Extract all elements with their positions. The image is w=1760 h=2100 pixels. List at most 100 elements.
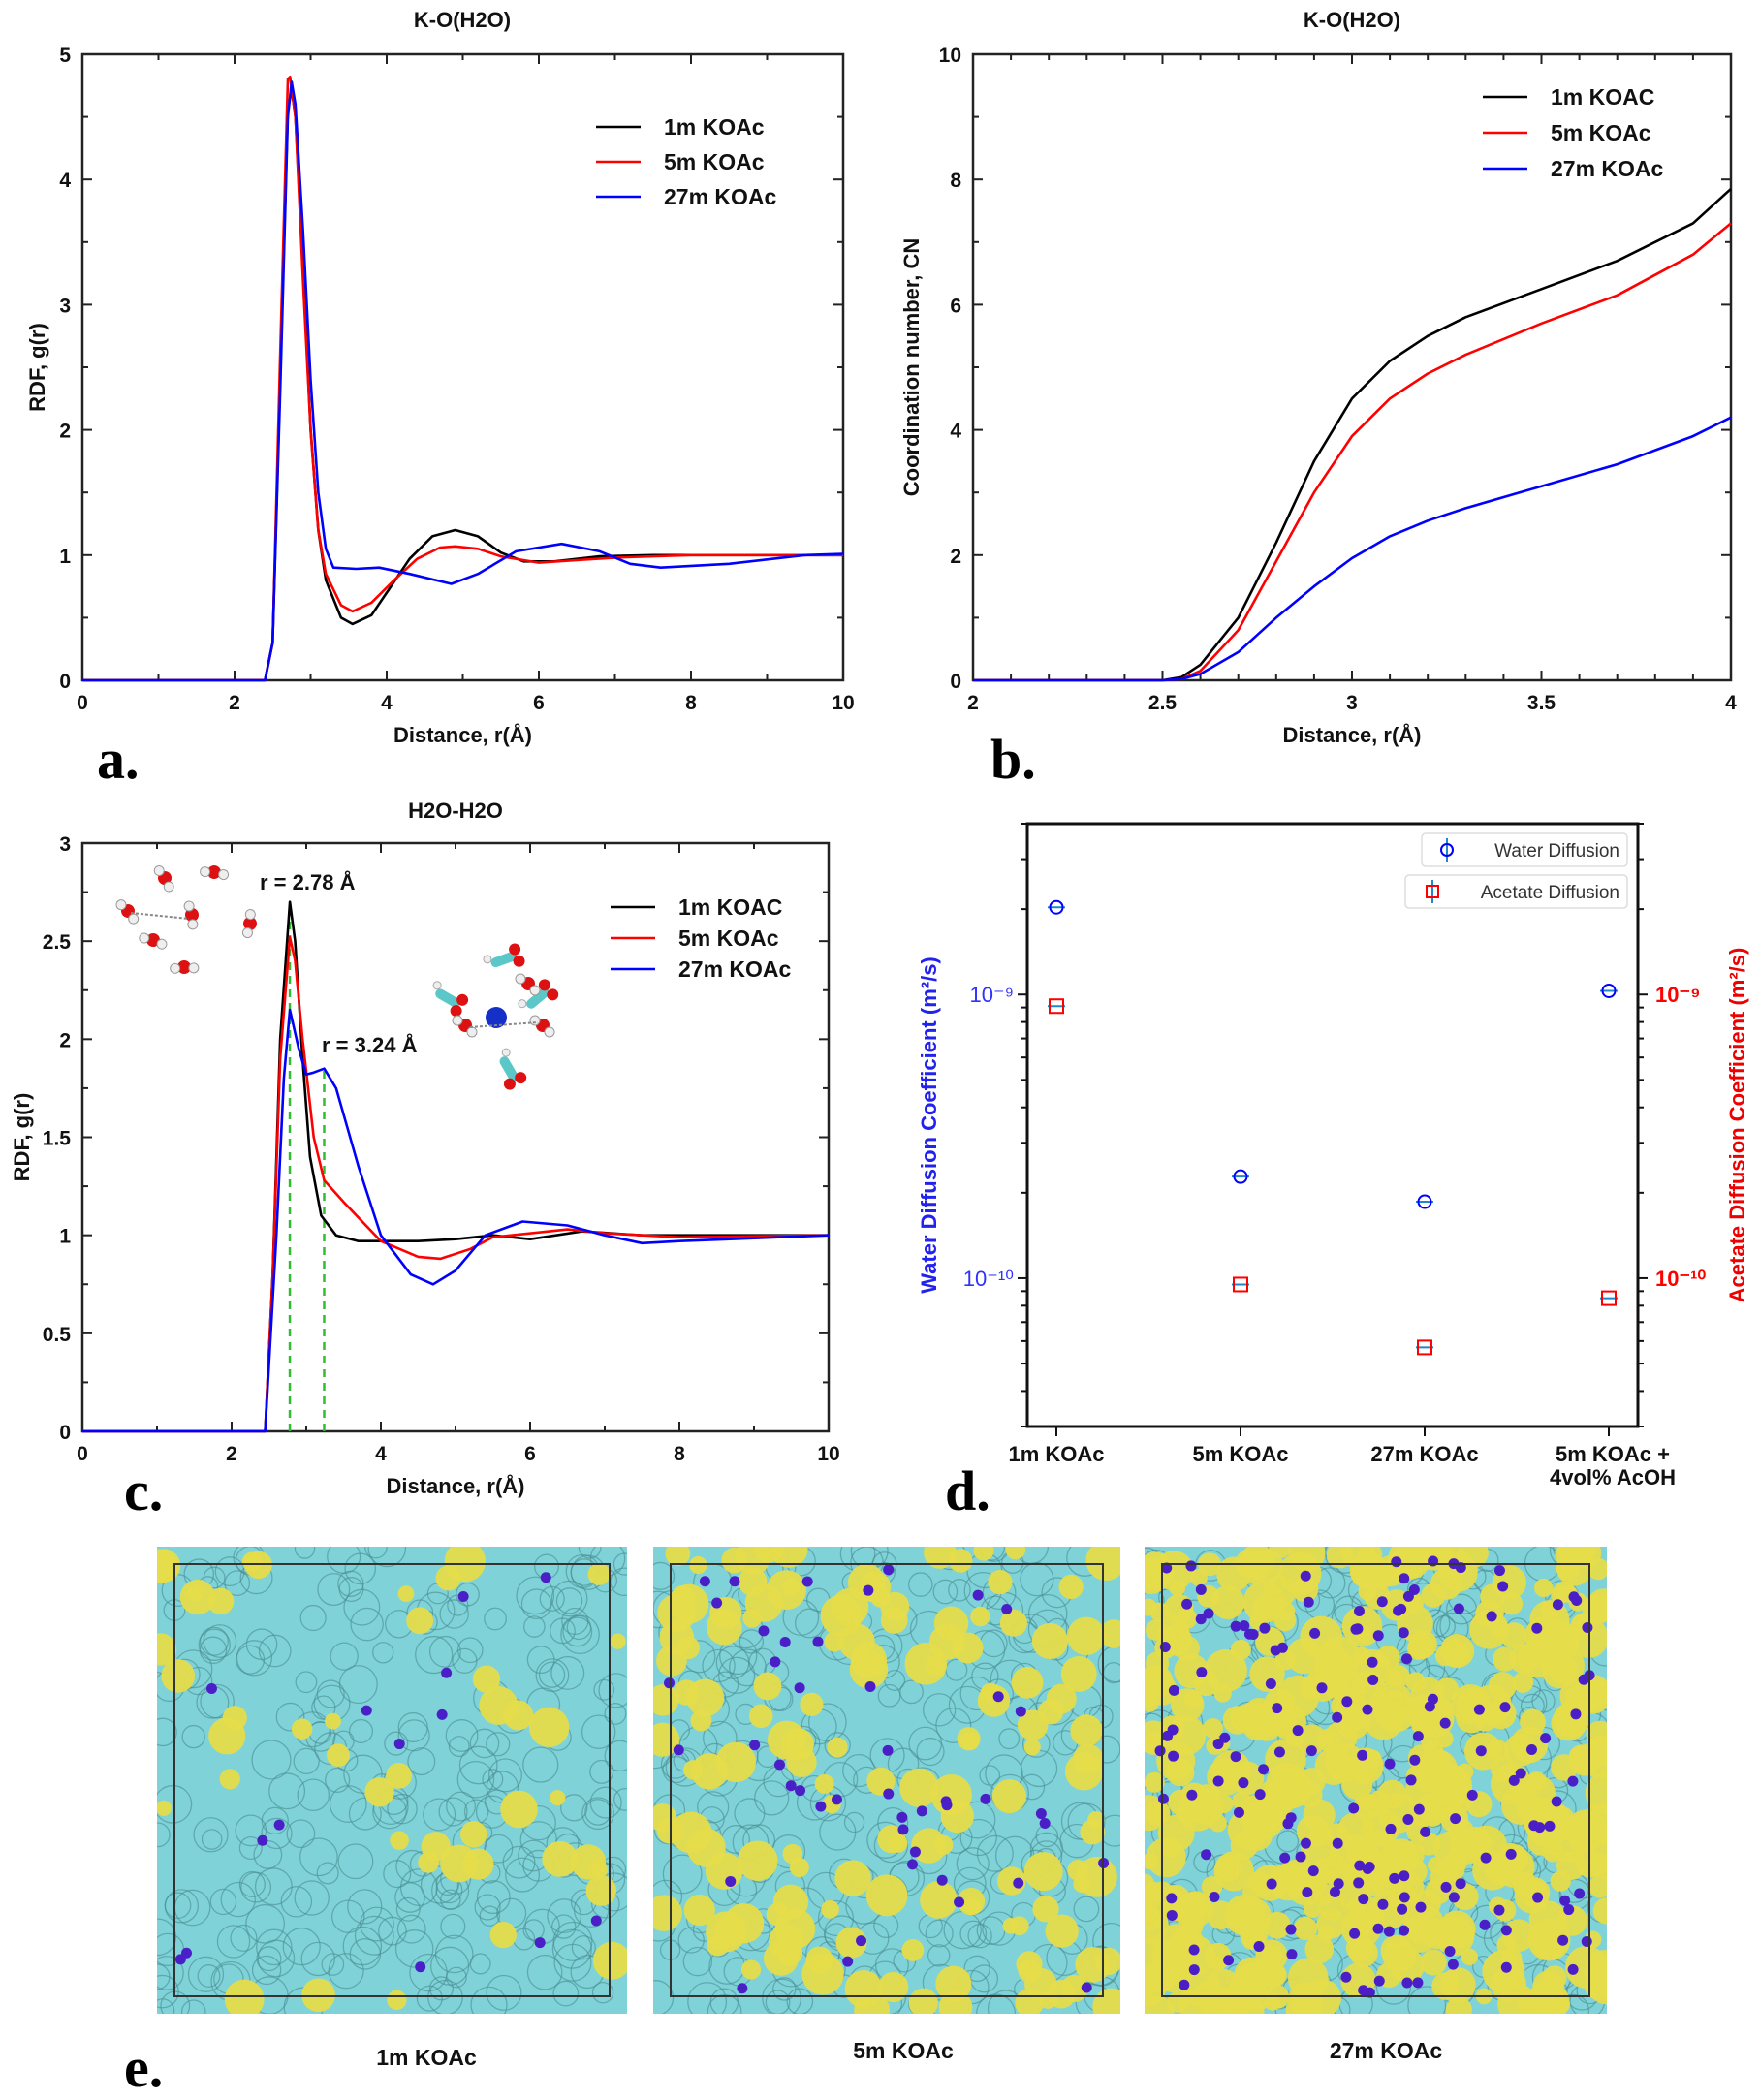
water-molecule-icon-6 (170, 960, 200, 974)
chart-c-y-tick-label: 1 (59, 1226, 71, 1248)
potassium-ion (972, 1589, 984, 1601)
water-texture (482, 1769, 504, 1791)
acetate-blob (691, 1753, 728, 1790)
acetate-blob (1145, 1995, 1175, 2014)
acetate-blob (1496, 1934, 1517, 1956)
potassium-ion (1493, 1565, 1505, 1577)
chart-a-axes-frame (80, 52, 845, 682)
potassium-ion (1500, 1925, 1512, 1936)
chart-b-title: K-O(H2O) (1303, 8, 1401, 32)
potassium-ion (1333, 1878, 1344, 1890)
potassium-ion (1309, 1627, 1321, 1639)
water-texture (593, 1678, 615, 1701)
water-texture (348, 1797, 382, 1831)
acetate-blob (744, 1583, 784, 1622)
water-texture (372, 1642, 394, 1664)
chart-b-series-27m-KOAc (973, 416, 1732, 682)
snapshot-1m (157, 1547, 627, 2014)
acetate-blob (781, 1578, 801, 1597)
acetate-blob (901, 1939, 925, 1961)
potassium-ion (1348, 1802, 1360, 1814)
potassium-ion (1413, 1803, 1425, 1815)
water-texture (286, 1819, 316, 1849)
potassium-ion (1397, 1903, 1408, 1915)
water-texture (1276, 1830, 1300, 1853)
potassium-ion (1367, 1656, 1378, 1668)
potassium-ion (1282, 1818, 1294, 1830)
potassium-ion (864, 1680, 876, 1692)
water-molecule-icon-3 (183, 900, 199, 930)
chart-b-x-axis-label: Distance, r(Å) (1282, 722, 1421, 747)
water-texture (180, 1999, 206, 2014)
water-molecule-icon-b2 (529, 1015, 555, 1038)
water-molecule-icon-5-oxygen (146, 933, 160, 947)
water-molecule-icon-3-hydrogen (187, 919, 199, 930)
potassium-ion (785, 1780, 797, 1792)
water-texture (316, 1862, 339, 1885)
water-texture (297, 1778, 330, 1812)
water-texture (275, 1702, 305, 1732)
water-texture (552, 1980, 580, 2007)
acetate-blob (1534, 1578, 1554, 1598)
acetate-blob (1180, 1915, 1204, 1937)
water-texture (329, 1785, 367, 1823)
acetate-blob (1377, 1779, 1407, 1809)
water-texture (560, 1794, 588, 1822)
chart-b-x-tick-label: 3 (1346, 692, 1358, 714)
acetate-blob (1588, 1875, 1607, 1898)
potassium-ion (1233, 1806, 1244, 1818)
chart-c-x-tick-label: 6 (524, 1443, 536, 1465)
potassium-ion (1181, 1598, 1193, 1610)
water-texture (922, 1693, 957, 1727)
potassium-ion (1384, 1758, 1396, 1770)
chart-c-legend-label: 27m KOAc (678, 956, 792, 982)
acetate-blob (1449, 1827, 1487, 1865)
water-texture (456, 1760, 495, 1799)
water-texture (908, 1572, 933, 1597)
water-texture (522, 1746, 559, 1783)
acetate-blob (683, 1895, 715, 1927)
water-texture (238, 1835, 263, 1860)
potassium-ion (1399, 1925, 1410, 1936)
water-molecule-icon-b1-hydrogen (466, 1026, 478, 1038)
water-texture (157, 1784, 193, 1824)
chart-a-x-tick-label: 10 (832, 692, 854, 714)
chart-d-right-tick-label: 10⁻¹⁰ (1655, 1267, 1706, 1291)
acetate-blob (1191, 1784, 1222, 1815)
chart-d-point-water (1049, 899, 1064, 915)
chart-b-x-tick-label: 2.5 (1148, 692, 1178, 714)
potassium-ion (1307, 1865, 1319, 1877)
water-molecule-icon-4-oxygen (243, 917, 257, 930)
acetate-blob (789, 1857, 809, 1878)
acetate-blob (1011, 1666, 1044, 1699)
chart-c-title: H2O-H2O (408, 799, 503, 823)
water-texture (538, 1661, 566, 1688)
potassium-ion (907, 1859, 919, 1870)
water-texture (1073, 1896, 1100, 1923)
potassium-ion (361, 1705, 372, 1716)
acetate-blob (1421, 1583, 1446, 1608)
chart-b-y-tick-label: 0 (950, 671, 961, 693)
chart-d-left-tick-label: 10⁻⁹ (969, 983, 1014, 1007)
simulation-box-outline (670, 1563, 1104, 1997)
acetate-blob (973, 1547, 994, 1561)
acetate-blob (933, 1834, 954, 1856)
water-texture (505, 1857, 541, 1893)
acetate-blob (925, 1655, 946, 1676)
potassium-ion (1157, 1793, 1169, 1804)
potassium-ion (897, 1824, 909, 1835)
potassium-ion (393, 1739, 405, 1750)
potassium-ion (1272, 1703, 1283, 1714)
acetate-blob (1092, 1988, 1120, 2014)
potassium-ion (540, 1572, 551, 1583)
water-molecule-icon-3-hydrogen (183, 900, 195, 912)
chart-d-right-tick-label: 10⁻⁹ (1655, 983, 1701, 1007)
acetate-blob (397, 1585, 415, 1602)
water-texture (317, 1573, 351, 1607)
acetate-blob (1564, 1946, 1607, 1989)
acetate-blob (948, 1549, 973, 1573)
potassium-ion (1302, 1887, 1313, 1898)
potassium-ion (1450, 1813, 1461, 1825)
potassium-ion (1531, 1622, 1543, 1634)
chart-d-legend-label: Water Diffusion (1494, 841, 1619, 862)
